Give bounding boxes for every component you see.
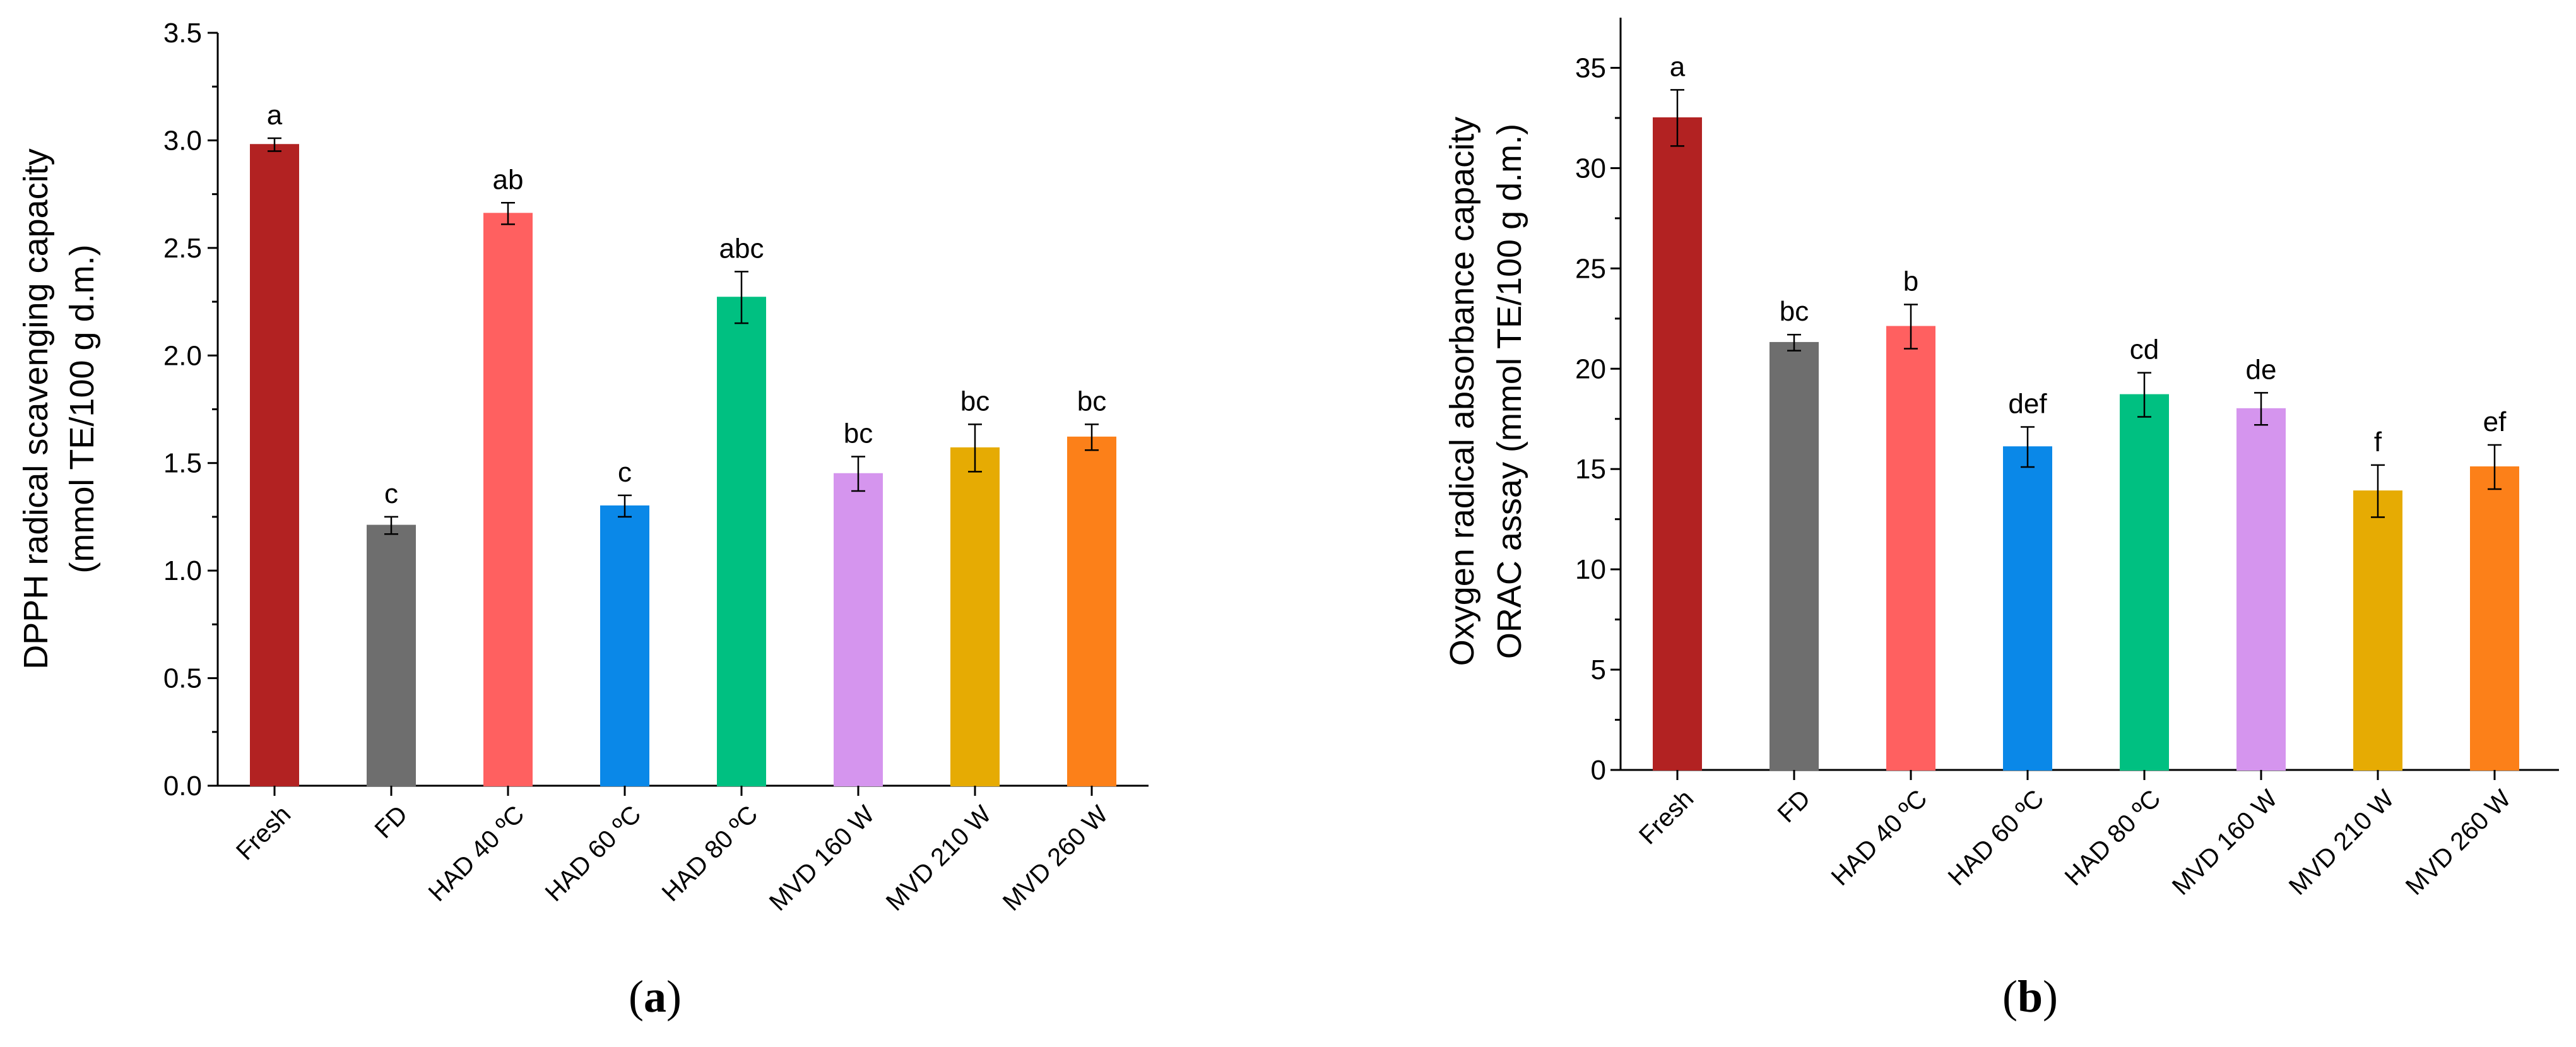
bar xyxy=(483,213,533,786)
panel-label: (a) xyxy=(629,971,682,1022)
x-tick-label: MVD 210 W xyxy=(2284,784,2400,901)
bar xyxy=(2120,394,2169,771)
y-tick-label: 20 xyxy=(1575,353,1606,384)
panel-label-open-paren: ( xyxy=(2002,971,2018,1022)
y-axis-title-line1: Oxygen radical absorbance capacity xyxy=(1443,117,1481,666)
chart-panel-a: 0.0 0.5 1.0 1.5 2.0 2.5 3.0 3.5 DPPH radical sca… xyxy=(17,18,1149,1022)
bar xyxy=(950,447,1000,786)
y-tick-label: 3.5 xyxy=(163,18,202,49)
bar xyxy=(717,297,766,786)
significance-label: bc xyxy=(960,386,990,417)
y-tick-label: 2.0 xyxy=(163,340,202,371)
y-axis-title-line2: (mmol TE/100 g d.m.) xyxy=(63,244,101,573)
significance-label: cd xyxy=(2130,334,2159,365)
y-tick-label: 15 xyxy=(1575,454,1606,485)
x-tick-label: MVD 160 W xyxy=(764,800,880,916)
bar xyxy=(1886,326,1935,771)
panel-label-letter: a xyxy=(644,971,666,1022)
x-tick-label: HAD 40 ºC xyxy=(423,800,530,907)
significance-label: de xyxy=(2246,354,2277,385)
y-axis-title-line2: ORAC assay (mmol TE/100 g d.m.) xyxy=(1491,124,1528,659)
bar xyxy=(834,473,883,786)
panel-label-open-paren: ( xyxy=(629,971,644,1022)
x-tick-label: MVD 210 W xyxy=(881,800,997,916)
y-tick-label: 0.5 xyxy=(163,663,202,694)
x-tick-label: Fresh xyxy=(1634,784,1699,849)
y-tick-label: 3.0 xyxy=(163,125,202,156)
x-tick-label: HAD 40 ºC xyxy=(1826,784,1933,891)
x-tick-label: HAD 80 ºC xyxy=(657,800,764,907)
panel-label-letter: b xyxy=(2018,971,2043,1022)
bar xyxy=(367,524,416,786)
y-tick-label: 35 xyxy=(1575,52,1606,83)
x-tick-label: HAD 60 ºC xyxy=(1943,784,2050,891)
bar xyxy=(1067,436,1116,786)
bar xyxy=(2353,490,2402,771)
chart-panel-b: 0 5 10 15 20 25 30 35 Oxygen radical absorbance … xyxy=(1443,18,2559,1022)
significance-label: c xyxy=(384,478,398,509)
panel-label-close-paren: ) xyxy=(2043,971,2058,1022)
significance-label: f xyxy=(2374,427,2382,458)
significance-label: bc xyxy=(1780,296,1809,327)
y-tick-label: 5 xyxy=(1591,654,1606,685)
bar xyxy=(1770,341,1819,771)
y-tick-label: 10 xyxy=(1575,554,1606,585)
significance-label: a xyxy=(1670,51,1686,82)
y-tick-label: 0.0 xyxy=(163,771,202,802)
x-tick-label: MVD 160 W xyxy=(2167,784,2283,901)
y-tick-label: 1.0 xyxy=(163,555,202,586)
x-tick-label: Fresh xyxy=(231,800,296,865)
bar xyxy=(250,144,299,786)
significance-label: b xyxy=(1903,266,1918,297)
significance-label: a xyxy=(267,100,283,131)
x-tick-label: FD xyxy=(1773,784,1816,828)
y-tick-label: 0 xyxy=(1591,755,1606,786)
x-tick-label: MVD 260 W xyxy=(998,800,1114,916)
y-tick-label: 2.5 xyxy=(163,233,202,264)
x-tick-label: MVD 260 W xyxy=(2401,784,2517,901)
bar xyxy=(2236,408,2286,771)
x-tick-label: FD xyxy=(370,800,413,844)
y-axis-title-line1: DPPH radical scavenging capacity xyxy=(17,148,55,669)
bar xyxy=(2470,466,2519,771)
y-tick-label: 30 xyxy=(1575,153,1606,184)
y-tick-label: 1.5 xyxy=(163,448,202,479)
significance-label: bc xyxy=(1077,386,1106,417)
significance-label: bc xyxy=(844,418,873,449)
significance-label: abc xyxy=(719,233,764,264)
panel-label: (b) xyxy=(2002,971,2058,1022)
significance-label: ab xyxy=(493,164,524,195)
x-tick-label: HAD 80 ºC xyxy=(2060,784,2166,891)
significance-label: c xyxy=(618,457,632,488)
y-tick-label: 25 xyxy=(1575,253,1606,284)
bar xyxy=(600,505,649,787)
panel-label-close-paren: ) xyxy=(666,971,682,1022)
bar xyxy=(1653,117,1702,771)
x-tick-label: HAD 60 ºC xyxy=(540,800,647,907)
significance-label: ef xyxy=(2483,406,2507,437)
bar xyxy=(2003,446,2052,771)
significance-label: def xyxy=(2008,388,2047,419)
